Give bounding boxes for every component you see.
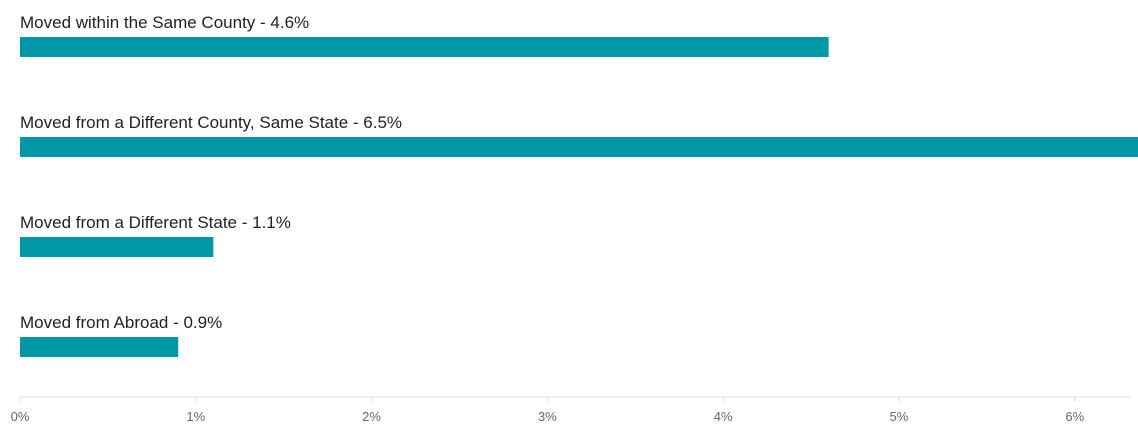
x-tick-label: 2%: [362, 409, 381, 424]
x-tick-label: 3%: [538, 409, 557, 424]
x-tick-label: 1%: [186, 409, 205, 424]
x-tick-label: 4%: [714, 409, 733, 424]
bar-label: Moved within the Same County - 4.6%: [20, 13, 309, 32]
x-tick-label: 5%: [890, 409, 909, 424]
bar-label: Moved from Abroad - 0.9%: [20, 313, 222, 332]
bar[interactable]: [20, 37, 829, 57]
x-tick-label: 0%: [11, 409, 30, 424]
bar[interactable]: [20, 237, 214, 257]
bar-label: Moved from a Different State - 1.1%: [20, 213, 291, 232]
bars-layer: Moved within the Same County - 4.6% Moved…: [20, 13, 1138, 357]
bar[interactable]: [20, 337, 179, 357]
x-tick-label: 6%: [1065, 409, 1084, 424]
x-axis: 0% 1% 2% 3% 4% 5% 6%: [11, 396, 1131, 424]
bar[interactable]: [20, 137, 1138, 157]
bar-label: Moved from a Different County, Same Stat…: [20, 113, 402, 132]
